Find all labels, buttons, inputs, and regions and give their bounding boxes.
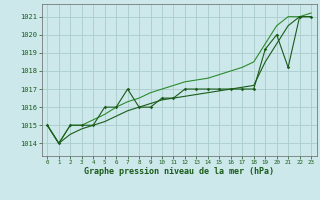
X-axis label: Graphe pression niveau de la mer (hPa): Graphe pression niveau de la mer (hPa) [84, 167, 274, 176]
